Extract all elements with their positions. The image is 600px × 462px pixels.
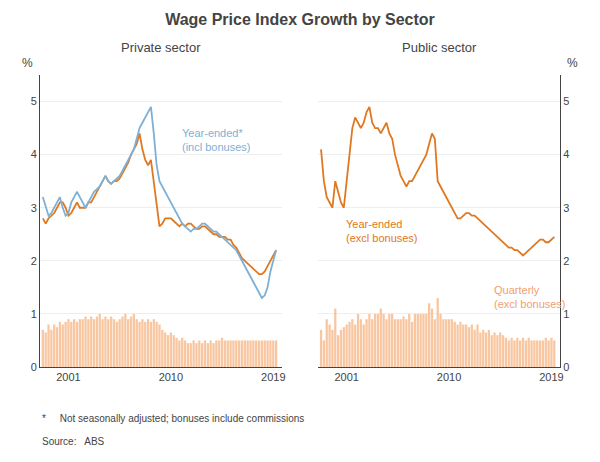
svg-text:2: 2	[31, 255, 37, 267]
svg-text:Year-ended(excl bonuses): Year-ended(excl bonuses)	[346, 218, 418, 244]
svg-text:5: 5	[563, 95, 569, 107]
svg-text:0: 0	[31, 361, 37, 373]
svg-text:3: 3	[563, 202, 569, 214]
svg-text:%: %	[22, 56, 33, 70]
svg-text:Source: ABS: Source: ABS	[42, 436, 105, 447]
svg-text:5: 5	[31, 95, 37, 107]
svg-text:Year-ended*(incl bonuses): Year-ended*(incl bonuses)	[182, 127, 250, 153]
svg-text:* Not seasonally adjusted;: * Not seasonally adjusted; bonuses inclu…	[42, 413, 304, 424]
svg-text:4: 4	[563, 148, 569, 160]
svg-text:2010: 2010	[159, 371, 183, 383]
svg-text:4: 4	[31, 148, 37, 160]
svg-text:2: 2	[563, 255, 569, 267]
svg-text:Wage Price Index Growth by Sec: Wage Price Index Growth by Sector	[165, 11, 435, 28]
svg-text:0: 0	[563, 361, 569, 373]
svg-text:Private sector: Private sector	[121, 40, 201, 55]
svg-text:Public sector: Public sector	[402, 40, 477, 55]
svg-text:Quarterly(excl bonuses): Quarterly(excl bonuses)	[494, 284, 566, 310]
svg-text:2001: 2001	[56, 371, 80, 383]
svg-text:2001: 2001	[334, 371, 358, 383]
svg-text:2019: 2019	[539, 371, 563, 383]
svg-text:%: %	[567, 56, 578, 70]
svg-text:3: 3	[31, 202, 37, 214]
svg-text:1: 1	[563, 308, 569, 320]
svg-text:2010: 2010	[437, 371, 461, 383]
svg-text:2019: 2019	[261, 371, 285, 383]
svg-text:1: 1	[31, 308, 37, 320]
